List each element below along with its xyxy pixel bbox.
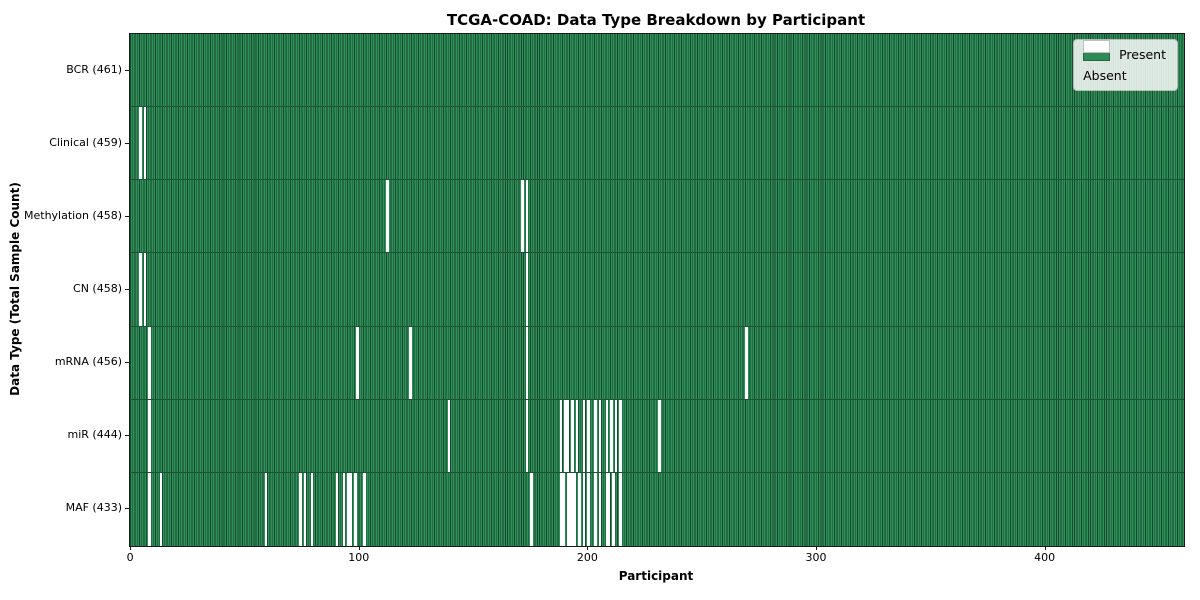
absent-cell-maf-189 — [562, 472, 565, 546]
y-tick-mark — [125, 289, 129, 290]
legend-label-present: Present — [1119, 47, 1166, 62]
absent-cell-maf-102 — [363, 472, 366, 546]
legend-entry-absent: Absent — [1083, 40, 1166, 83]
y-tick-mark — [125, 508, 129, 510]
heatmap-row-methylation — [130, 180, 1184, 254]
absent-cell-maf-214 — [619, 472, 622, 546]
absent-cell-maf-205 — [598, 472, 602, 546]
y-tick-label-maf: MAF (433) — [65, 501, 122, 515]
absent-cell-maf-208 — [605, 472, 609, 546]
absent-cell-mir-193 — [571, 399, 574, 472]
absent-cell-maf-194 — [573, 472, 577, 546]
y-tick-mark — [125, 215, 129, 217]
absent-cell-mrna-173 — [525, 326, 529, 399]
absent-cell-mir-198 — [582, 399, 586, 472]
heatmap-rows — [130, 34, 1184, 546]
chart-title: TCGA-COAD: Data Type Breakdown by Partic… — [446, 11, 866, 29]
y-tick-mark — [125, 142, 129, 144]
absent-cell-maf-74 — [299, 472, 302, 546]
absent-cell-mir-210 — [610, 399, 613, 472]
absent-cell-maf-8 — [148, 472, 151, 546]
legend-label-absent: Absent — [1083, 68, 1127, 83]
absent-cell-mir-208 — [605, 399, 609, 472]
legend: Present Absent — [1073, 39, 1178, 91]
x-tick-label-200: 200 — [576, 551, 598, 564]
legend-swatch-absent — [1083, 40, 1111, 53]
absent-cell-maf-203 — [594, 472, 597, 546]
absent-cell-mrna-122 — [408, 326, 412, 399]
absent-cell-maf-93 — [342, 472, 346, 546]
y-tick-mark — [125, 362, 129, 364]
absent-cell-mir-139 — [447, 399, 451, 472]
x-tick-label-300: 300 — [805, 551, 827, 564]
absent-cell-cn-6 — [143, 253, 147, 326]
x-tick-mark — [1044, 546, 1046, 550]
plot-area: Present Absent — [129, 33, 1185, 547]
absent-cell-mir-191 — [566, 399, 570, 472]
absent-cell-mir-231 — [658, 399, 661, 472]
heatmap-row-clinical — [130, 107, 1184, 181]
y-tick-label-bcr: BCR (461) — [66, 62, 122, 76]
absent-cell-maf-200 — [587, 472, 590, 546]
absent-cell-mir-8 — [148, 399, 151, 472]
absent-cell-mir-200 — [587, 399, 590, 472]
absent-cell-maf-196 — [578, 472, 581, 546]
absent-cell-methylation-171 — [520, 180, 524, 253]
x-tick-label-100: 100 — [348, 551, 370, 564]
absent-cell-maf-96 — [349, 472, 353, 546]
heatmap-row-bcr — [130, 34, 1184, 108]
absent-cell-mir-205 — [598, 399, 602, 472]
x-tick-mark — [816, 546, 818, 550]
x-tick-label-0: 0 — [126, 551, 134, 564]
absent-cell-mir-203 — [594, 399, 597, 472]
absent-cell-maf-98 — [354, 472, 357, 546]
y-tick-label-clinical: Clinical (459) — [49, 135, 122, 149]
absent-cell-maf-59 — [264, 472, 268, 546]
absent-cell-maf-188 — [559, 472, 563, 546]
heatmap-row-mrna — [130, 326, 1184, 400]
absent-cell-mrna-8 — [148, 326, 151, 399]
y-tick-mark — [125, 435, 129, 437]
absent-cell-methylation-173 — [525, 180, 529, 253]
absent-cell-maf-76 — [303, 472, 307, 546]
absent-cell-methylation-112 — [386, 180, 389, 253]
absent-cell-maf-198 — [582, 472, 586, 546]
absent-cell-maf-211 — [612, 472, 615, 546]
x-tick-mark — [130, 546, 132, 550]
absent-cell-mir-173 — [525, 399, 529, 472]
absent-cell-maf-175 — [530, 472, 533, 546]
absent-cell-maf-192 — [568, 472, 572, 546]
absent-cell-mir-195 — [575, 399, 579, 472]
absent-cell-mir-214 — [619, 399, 622, 472]
absent-cell-mir-212 — [614, 399, 618, 472]
absent-cell-maf-90 — [335, 472, 339, 546]
absent-cell-maf-95 — [347, 472, 350, 546]
absent-cell-mrna-99 — [356, 326, 359, 399]
absent-cell-maf-209 — [607, 472, 611, 546]
absent-cell-maf-13 — [159, 472, 163, 546]
y-tick-mark — [125, 69, 129, 71]
absent-cell-maf-193 — [571, 472, 574, 546]
x-tick-mark — [358, 546, 360, 550]
heatmap-row-cn — [130, 253, 1184, 327]
absent-cell-mir-188 — [559, 399, 563, 472]
x-axis-label: Participant — [618, 569, 694, 583]
x-tick-mark — [587, 546, 589, 550]
absent-cell-mrna-269 — [745, 326, 748, 399]
y-tick-label-mir: miR (444) — [67, 428, 123, 442]
absent-cell-cn-4 — [139, 253, 142, 326]
x-tick-label-400: 400 — [1034, 551, 1056, 564]
heatmap-row-mir — [130, 399, 1184, 473]
absent-cell-cn-173 — [525, 253, 529, 326]
absent-cell-clinical-4 — [139, 107, 142, 180]
y-tick-label-cn: CN (458) — [73, 282, 122, 295]
y-tick-label-mrna: mRNA (456) — [54, 355, 122, 369]
y-tick-label-methylation: Methylation (458) — [24, 208, 122, 222]
absent-cell-mir-190 — [564, 399, 567, 472]
absent-cell-maf-191 — [566, 472, 570, 546]
heatmap-row-maf — [130, 472, 1184, 546]
absent-cell-maf-79 — [310, 472, 314, 546]
absent-cell-clinical-6 — [143, 107, 147, 180]
